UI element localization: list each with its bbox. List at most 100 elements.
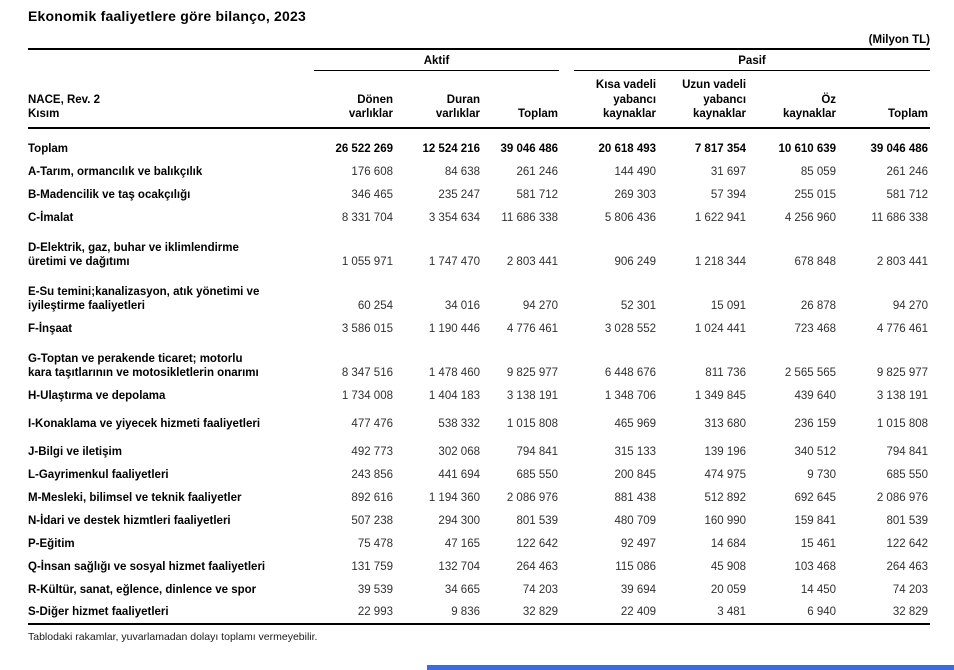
- cell-value: 261 246: [516, 165, 559, 178]
- cell-value: 1 404 183: [428, 389, 480, 402]
- cell-value: 6 940: [748, 601, 839, 626]
- cell-value: 139 196: [704, 445, 747, 458]
- cell-value: 45 908: [710, 560, 747, 573]
- cell-value: 1 015 808: [506, 417, 559, 430]
- cell-value: 60 254: [357, 299, 393, 312]
- cell-value: 1 218 344: [694, 255, 747, 268]
- row-label: I-Konaklama ve yiyecek hizmeti faaliyetl…: [28, 417, 261, 430]
- table-row: M-Mesleki, bilimsel ve teknik faaliyetle…: [28, 486, 930, 509]
- cell-value: 3 138 191: [506, 389, 559, 402]
- cell-value: 4 776 461: [506, 322, 559, 335]
- cell-value: 261 246: [886, 165, 929, 178]
- cell-value: 3 354 634: [428, 211, 480, 224]
- cell-value: 243 856: [351, 468, 393, 481]
- cell-value: 3 138 191: [876, 389, 929, 402]
- cell-value: 723 468: [794, 322, 837, 335]
- cell-value: 39 539: [357, 583, 393, 596]
- cell-value: 2 086 976: [506, 491, 559, 504]
- cell-value: 22 993: [312, 601, 395, 626]
- row-label: S-Diğer hizmet faaliyetleri: [28, 601, 312, 626]
- col-header-uzun-vadeli: Uzun vadeli yabancı kaynaklar: [658, 71, 749, 130]
- cell-value: 1 747 470: [428, 255, 480, 268]
- table-row: S-Diğer hizmet faaliyetleri 22 993 9 836 32…: [28, 601, 931, 626]
- cell-value: 52 301: [620, 299, 657, 312]
- cell-value: 1 478 460: [428, 366, 480, 379]
- group-header-aktif: Aktif: [312, 48, 561, 71]
- row-label: H-Ulaştırma ve depolama: [28, 389, 166, 402]
- cell-value: 74 203: [522, 583, 559, 596]
- cell-value: 465 969: [614, 417, 657, 430]
- table-row: C-İmalat 8 331 704 3 354 634 11 686 338 5 80…: [28, 206, 930, 229]
- table-row: J-Bilgi ve iletişim 492 773 302 068 794 841…: [28, 435, 930, 463]
- cell-value: 1 194 360: [428, 491, 480, 504]
- cell-value: 255 015: [794, 188, 837, 201]
- cell-value: 801 539: [516, 514, 559, 527]
- balance-sheet-table: Aktif Pasif NACE, Rev. 2 Kısım Dönen varl…: [28, 48, 931, 626]
- row-label: A-Tarım, ormancılık ve balıkçılık: [28, 165, 203, 178]
- cell-value: 15 091: [710, 299, 747, 312]
- cell-value: 892 616: [351, 491, 393, 504]
- group-header-row: Aktif Pasif: [28, 48, 931, 71]
- col-header-duran-varliklar: Duran varlıklar: [395, 71, 482, 130]
- row-label: E-Su temini;kanalizasyon, atık yönetimi …: [28, 286, 260, 312]
- cell-value: 685 550: [886, 468, 929, 481]
- cell-value: 1 349 845: [694, 389, 747, 402]
- cell-value: 9 825 977: [506, 366, 559, 379]
- cell-value: 3 586 015: [341, 322, 393, 335]
- row-header-line1: NACE, Rev. 2: [28, 93, 101, 106]
- cell-value: 5 806 436: [604, 211, 657, 224]
- cell-value: 2 803 441: [876, 255, 929, 268]
- cell-value: 31 697: [710, 165, 747, 178]
- row-label: C-İmalat: [28, 211, 74, 224]
- cell-value: 12 524 216: [422, 142, 480, 155]
- cell-value: 14 450: [800, 583, 837, 596]
- cell-value: 492 773: [351, 445, 393, 458]
- cell-value: 92 497: [620, 537, 657, 550]
- cell-value: 47 165: [444, 537, 480, 550]
- table-row: I-Konaklama ve yiyecek hizmeti faaliyetl…: [28, 407, 930, 435]
- column-header-row: NACE, Rev. 2 Kısım Dönen varlıklar Duran …: [28, 71, 931, 130]
- cell-value: 581 712: [886, 188, 929, 201]
- cell-value: 811 736: [705, 366, 747, 379]
- cell-value: 85 059: [800, 165, 837, 178]
- row-header-line2: Kısım: [28, 108, 60, 121]
- bottom-accent-bar: [427, 665, 954, 670]
- cell-value: 9 825 977: [876, 366, 929, 379]
- footnote: Tablodaki rakamlar, yuvarlamadan dolayı …: [28, 631, 318, 644]
- cell-value: 26 522 269: [335, 142, 393, 155]
- page-title: Ekonomik faaliyetlere göre bilanço, 2023: [28, 8, 306, 24]
- col-header-donen-varliklar: Dönen varlıklar: [312, 71, 395, 130]
- cell-value: 538 332: [438, 417, 480, 430]
- cell-value: 1 348 706: [604, 389, 657, 402]
- table-row: L-Gayrimenkul faaliyetleri 243 856 441 694…: [28, 463, 930, 486]
- cell-value: 2 565 565: [784, 366, 837, 379]
- row-label: G-Toptan ve perakende ticaret; motorlu k…: [28, 353, 259, 379]
- cell-value: 3 028 552: [604, 322, 657, 335]
- table-row: G-Toptan ve perakende ticaret; motorlu k…: [28, 340, 930, 384]
- cell-value: 2 803 441: [506, 255, 559, 268]
- cell-value: 7 817 354: [694, 142, 747, 155]
- cell-value: 122 642: [516, 537, 559, 550]
- row-label: N-İdari ve destek hizmtleri faaliyetleri: [28, 514, 231, 527]
- cell-value: 34 016: [444, 299, 480, 312]
- cell-value: 22 409: [560, 601, 659, 626]
- cell-value: 11 686 338: [871, 211, 929, 224]
- cell-value: 581 712: [516, 188, 559, 201]
- cell-value: 122 642: [886, 537, 929, 550]
- cell-value: 477 476: [351, 417, 393, 430]
- cell-value: 235 247: [438, 188, 480, 201]
- cell-value: 75 478: [357, 537, 393, 550]
- cell-value: 794 841: [886, 445, 929, 458]
- row-label: J-Bilgi ve iletişim: [28, 445, 122, 458]
- table-row: R-Kültür, sanat, eğlence, dinlence ve sp…: [28, 578, 930, 601]
- cell-value: 1 622 941: [694, 211, 747, 224]
- cell-value: 441 694: [438, 468, 480, 481]
- row-label: M-Mesleki, bilimsel ve teknik faaliyetle…: [28, 491, 242, 504]
- col-header-oz-kaynaklar: Öz kaynaklar: [748, 71, 839, 130]
- cell-value: 3 481: [658, 601, 749, 626]
- cell-value: 39 046 486: [500, 142, 559, 155]
- table-row: H-Ulaştırma ve depolama 1 734 008 1 404 18…: [28, 384, 930, 407]
- cell-value: 57 394: [710, 188, 747, 201]
- table-row: D-Elektrik, gaz, buhar ve iklimlendirme …: [28, 229, 930, 273]
- col-header-pasif-toplam: Toplam: [838, 71, 931, 130]
